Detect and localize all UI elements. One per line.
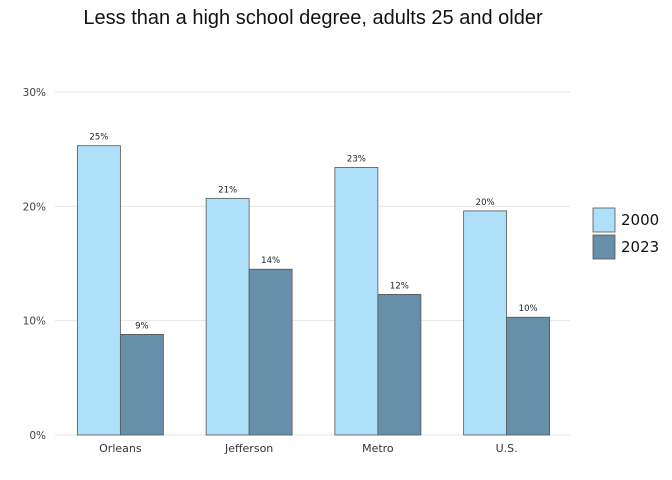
bar-2000-orleans — [76, 145, 121, 436]
bar-2000-us — [463, 210, 508, 436]
data-label: 12% — [390, 281, 409, 291]
y-axis-ticks: 0% 10% 20% 30% — [23, 87, 46, 442]
data-label: 10% — [519, 304, 538, 314]
x-category-label: Orleans — [99, 442, 142, 455]
data-label: 25% — [89, 133, 108, 143]
bar-2023-orleans — [119, 333, 164, 436]
bar-2023-jefferson — [248, 268, 293, 436]
x-category-label: Jefferson — [224, 442, 273, 455]
data-label: 23% — [347, 154, 366, 164]
data-label: 21% — [218, 185, 237, 195]
legend-label: 2023 — [621, 238, 659, 256]
legend-swatch — [592, 207, 616, 233]
data-label: 20% — [476, 198, 495, 208]
bar-2023-metro — [377, 293, 422, 436]
y-tick-label: 0% — [29, 430, 46, 442]
legend-swatch — [592, 234, 616, 260]
bars — [76, 145, 551, 436]
data-label: 14% — [261, 256, 280, 266]
y-tick-label: 10% — [23, 316, 46, 328]
chart-title: Less than a high school degree, adults 2… — [83, 7, 543, 29]
x-axis-labels: Orleans Jefferson Metro U.S. — [99, 442, 517, 455]
y-tick-label: 30% — [23, 87, 46, 99]
legend-label: 2000 — [621, 211, 659, 229]
bar-2023-us — [506, 316, 551, 436]
data-label: 9% — [135, 321, 149, 331]
y-tick-label: 20% — [23, 201, 46, 213]
data-labels: 25% 9% 21% 14% 23% 12% 20% 10% — [89, 133, 537, 332]
x-category-label: Metro — [362, 442, 394, 455]
x-category-label: U.S. — [496, 442, 518, 455]
bar-2000-jefferson — [205, 197, 250, 436]
bar-2000-metro — [334, 167, 379, 436]
legend: 2000 2023 — [592, 207, 659, 260]
